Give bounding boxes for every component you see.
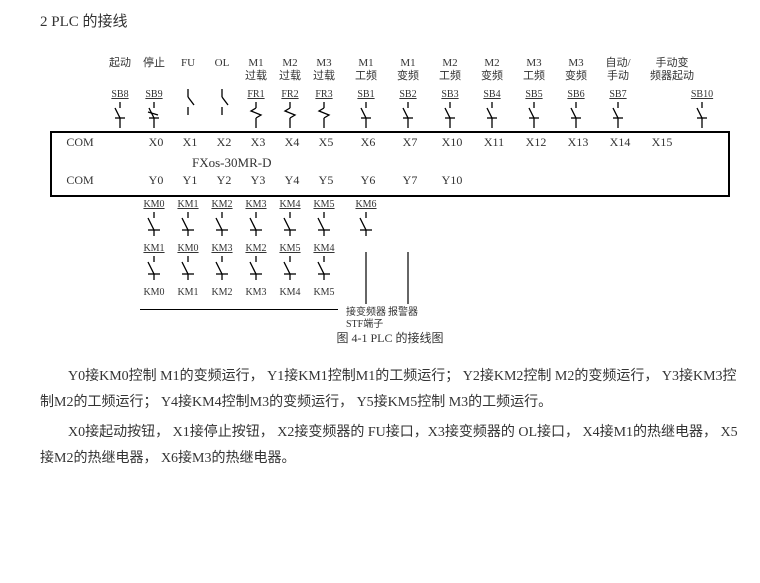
input-terminal: X4 [285,135,300,150]
output-terminal: Y5 [319,173,334,188]
output-contact: KM6 [346,197,386,239]
input-contact: SB7 [602,89,634,128]
input-contact: SB5 [518,89,550,128]
top-label: OL [215,57,230,70]
top-label: M2 过载 [279,57,301,83]
input-contact: FR1 [240,89,272,128]
output-contact: KM5KM4KM5 [304,197,344,298]
wiring-diagram: 起动停止 FU OL M1 过载 M2 过载 M3 过载 M1 工频 M1 变频 M2 工频 M2… [50,53,730,317]
top-label: M3 工频 [523,57,545,83]
input-contact: SB10 [686,89,718,128]
output-terminal: Y1 [183,173,198,188]
input-terminal: X0 [149,135,164,150]
top-label: M2 工频 [439,57,461,83]
input-terminal: X1 [183,135,198,150]
top-label: FU [181,57,195,70]
input-contact: SB3 [434,89,466,128]
top-label: M3 过载 [313,57,335,83]
paragraph-1: Y0接KM0控制 M1的变频运行， Y1接KM1控制M1的工频运行； Y2接KM… [40,364,740,416]
top-label: M1 过载 [245,57,267,83]
input-contact: FR3 [308,89,340,128]
paragraph-2: X0接起动按钮， X1接停止按钮， X2接变频器的 FU接口，X3接变频器的 O… [40,420,740,472]
bus-line [140,309,338,310]
input-contact: SB4 [476,89,508,128]
top-label: M1 变频 [397,57,419,83]
input-terminal: X2 [217,135,232,150]
input-contact: FR2 [274,89,306,128]
top-label: M3 变频 [565,57,587,83]
input-terminal: X6 [361,135,376,150]
output-terminal: Y4 [285,173,300,188]
top-label: M2 变频 [481,57,503,83]
top-label: 停止 [143,57,165,70]
input-contact [172,89,204,115]
plc-model: FXos-30MR-D [192,155,728,171]
input-terminal: X10 [442,135,463,150]
input-terminal: X13 [568,135,589,150]
output-terminal: Y10 [442,173,463,188]
input-terminal: X3 [251,135,266,150]
top-label: 手动变 频器起动 [650,57,694,83]
top-label: M1 工频 [355,57,377,83]
input-contact: SB8 [104,89,136,128]
input-terminal: X5 [319,135,334,150]
input-terminal: X15 [652,135,673,150]
body-text: Y0接KM0控制 M1的变频运行， Y1接KM1控制M1的工频运行； Y2接KM… [40,364,740,472]
y7-note: 报警器 [388,252,428,319]
input-contact: SB1 [350,89,382,128]
input-contact: SB2 [392,89,424,128]
input-terminal: X11 [484,135,504,150]
plc-box: COM X0 X1 X2 X3 X4 X5 X6 X7 X10 X11 X12 X13 X14 X15 FX… [50,131,730,197]
input-terminal: X7 [403,135,418,150]
input-contact: SB6 [560,89,592,128]
output-terminal: Y0 [149,173,164,188]
output-terminal: Y2 [217,173,232,188]
com-terminal: COM [66,173,93,188]
input-contact: SB9 [138,89,170,128]
input-terminal: X14 [610,135,631,150]
figure-caption: 图 4-1 PLC 的接线图 [40,329,740,346]
input-terminal: X12 [526,135,547,150]
input-contact [206,89,238,115]
section-heading: 2 PLC 的接线 [40,10,740,31]
y6-note: 接变频器STF端子 [346,252,386,331]
com-terminal: COM [66,135,93,150]
top-label: 自动/ 手动 [605,57,630,83]
output-terminal: Y3 [251,173,266,188]
output-terminal: Y6 [361,173,376,188]
top-label: 起动 [109,57,131,70]
output-terminal: Y7 [403,173,418,188]
